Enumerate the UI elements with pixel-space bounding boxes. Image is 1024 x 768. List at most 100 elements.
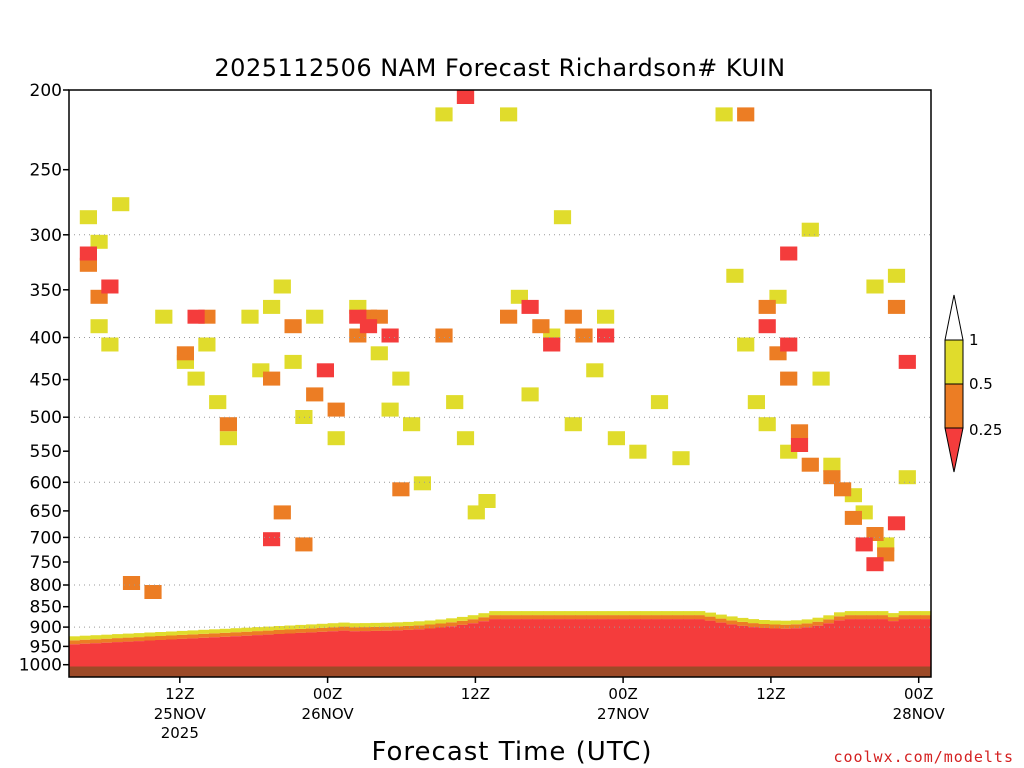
bl-top-cell <box>306 624 318 629</box>
data-cell <box>446 395 464 410</box>
bl-edge-cell <box>543 615 555 620</box>
y-tick-label: 500 <box>30 408 62 428</box>
x-tick-date: 28NOV <box>893 705 946 723</box>
x-tick-date: 27NOV <box>597 705 650 723</box>
bl-top-cell <box>198 629 210 634</box>
bl-cell <box>230 636 242 667</box>
data-cell <box>327 431 345 446</box>
data-cell <box>359 319 378 334</box>
bl-cell <box>349 631 361 667</box>
bl-cell <box>694 619 706 667</box>
bl-top-cell <box>683 611 695 616</box>
data-cell <box>834 482 852 497</box>
data-cell <box>435 328 453 343</box>
data-cell <box>79 210 97 225</box>
bl-cell <box>370 630 382 667</box>
bl-edge-cell <box>887 617 900 622</box>
y-tick-label: 350 <box>30 281 62 301</box>
data-cell <box>672 451 690 466</box>
data-cell <box>198 337 216 352</box>
bl-edge-cell <box>844 615 857 620</box>
bl-top-cell <box>424 620 436 625</box>
bl-cell <box>629 619 641 667</box>
data-cell <box>392 371 410 386</box>
bl-edge-cell <box>532 615 544 620</box>
bl-edge-cell <box>144 636 156 641</box>
bl-cell <box>306 632 318 667</box>
data-cell <box>219 431 237 446</box>
data-cell <box>101 337 119 352</box>
x-tick-label: 12Z <box>461 685 490 703</box>
bl-edge-cell <box>586 615 598 620</box>
bl-edge-cell <box>812 621 824 626</box>
bl-cell <box>133 641 145 667</box>
bl-edge-cell <box>209 633 221 638</box>
bl-cell <box>327 631 339 667</box>
data-cell <box>866 279 884 294</box>
bl-top-cell <box>144 632 156 637</box>
bl-edge-cell <box>747 623 760 628</box>
bl-top-cell <box>122 633 135 638</box>
data-cell <box>607 431 625 446</box>
bl-edge-cell <box>370 626 382 631</box>
data-cell <box>780 337 798 352</box>
data-cell <box>112 197 130 212</box>
data-cell <box>187 309 205 324</box>
data-cell <box>241 309 259 324</box>
data-cell <box>456 431 475 446</box>
bl-cell <box>510 619 523 667</box>
plot-cells <box>79 90 916 599</box>
bl-edge-cell <box>381 626 393 631</box>
bl-edge-cell <box>155 636 167 640</box>
data-cell <box>284 354 302 369</box>
bl-cell <box>112 642 124 667</box>
bl-top-cell <box>392 622 404 627</box>
bl-cell <box>812 625 824 667</box>
data-cell <box>209 395 227 410</box>
data-cell <box>887 516 906 531</box>
data-cell <box>381 402 399 417</box>
bl-edge-cell <box>726 620 738 625</box>
data-cell <box>553 210 572 225</box>
bl-edge-cell <box>79 639 92 644</box>
credit-text[interactable]: coolwx.com/modelts <box>833 748 1014 766</box>
bl-cell <box>855 619 867 667</box>
bl-cell <box>187 638 199 667</box>
y-tick-label: 600 <box>30 473 62 493</box>
x-tick-label: 12Z <box>165 685 194 703</box>
y-tick-label: 250 <box>30 161 62 181</box>
bl-edge-cell <box>392 626 404 631</box>
data-cell <box>564 417 582 432</box>
data-cell <box>263 532 281 547</box>
bl-edge-cell <box>640 615 652 620</box>
y-tick-label: 800 <box>30 576 62 596</box>
bl-edge-cell <box>133 637 145 642</box>
bl-cell <box>844 619 857 667</box>
bl-edge-cell <box>338 626 350 631</box>
bl-cell <box>737 625 749 667</box>
bl-cell <box>101 642 113 667</box>
bl-top-cell <box>273 626 285 630</box>
bl-top-cell <box>338 622 350 627</box>
bl-cell <box>338 630 350 667</box>
bl-top-cell <box>241 627 253 632</box>
bl-cell <box>359 631 372 667</box>
bl-cell <box>500 619 512 667</box>
boundary-layer <box>69 611 932 667</box>
data-cell <box>790 424 809 439</box>
data-cell <box>586 363 604 378</box>
bl-edge-cell <box>112 638 124 643</box>
bl-edge-cell <box>629 615 641 620</box>
y-tick-label: 300 <box>30 226 62 246</box>
bl-top-cell <box>456 616 469 621</box>
bl-edge-cell <box>306 628 318 633</box>
bl-edge-cell <box>424 624 436 629</box>
bl-cell <box>316 631 329 667</box>
bl-cell <box>640 619 652 667</box>
bl-edge-cell <box>187 634 199 639</box>
bl-top-cell <box>586 611 598 616</box>
data-cell <box>176 346 194 361</box>
bl-edge-cell <box>510 615 523 620</box>
bl-edge-cell <box>855 615 867 620</box>
